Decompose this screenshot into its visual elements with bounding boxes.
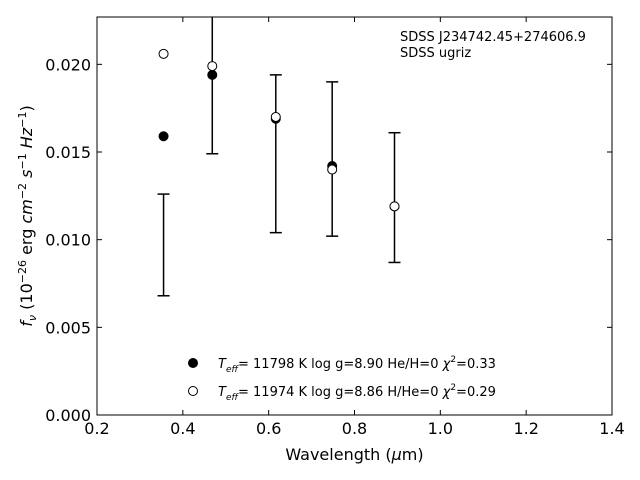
plot-frame xyxy=(96,16,613,416)
x-tick-label: 0.8 xyxy=(342,419,367,438)
point-open xyxy=(207,61,218,72)
y-axis-label: fν (10−26 erg cm−2 s−1 Hz−1) xyxy=(16,105,39,326)
legend-entry-1: Teff= 11798 K log g=8.90 He/H=0 χ2=0.33 xyxy=(218,355,496,375)
point-filled xyxy=(207,69,218,80)
y-tick-label: 0.015 xyxy=(45,143,91,162)
point-filled xyxy=(158,131,169,142)
x-tick-label: 0.4 xyxy=(170,419,195,438)
error-bars xyxy=(157,17,401,297)
y-tick-label: 0.000 xyxy=(45,406,91,425)
point-open xyxy=(270,111,281,122)
point-open xyxy=(389,201,400,212)
x-tick-label: 0.2 xyxy=(84,419,109,438)
legend-marker-open xyxy=(188,386,198,396)
y-tick-label: 0.010 xyxy=(45,231,91,250)
x-tick-label: 0.6 xyxy=(256,419,281,438)
axis-ticks: 0.2 0.4 0.6 0.8 1.0 1.2 1.4 0.000 0.005 0.010 0.01… xyxy=(45,17,625,438)
x-tick-label: 1.0 xyxy=(428,419,453,438)
annotation-object-name: SDSS J234742.45+274606.9 xyxy=(400,30,586,45)
x-tick-label: 1.2 xyxy=(513,419,538,438)
y-tick-label: 0.020 xyxy=(45,55,91,74)
point-open xyxy=(327,164,338,175)
legend: Teff= 11798 K log g=8.90 He/H=0 χ2=0.33 … xyxy=(188,355,496,403)
legend-marker-filled xyxy=(188,358,198,368)
point-open xyxy=(158,48,169,59)
x-axis-label: Wavelength (μm) xyxy=(285,445,423,464)
data-points xyxy=(158,48,400,212)
annotation-survey-name: SDSS ugriz xyxy=(400,46,471,61)
y-tick-label: 0.005 xyxy=(45,318,91,337)
x-tick-label: 1.4 xyxy=(599,419,624,438)
legend-entry-2: Teff= 11974 K log g=8.86 H/He=0 χ2=0.29 xyxy=(218,383,496,403)
